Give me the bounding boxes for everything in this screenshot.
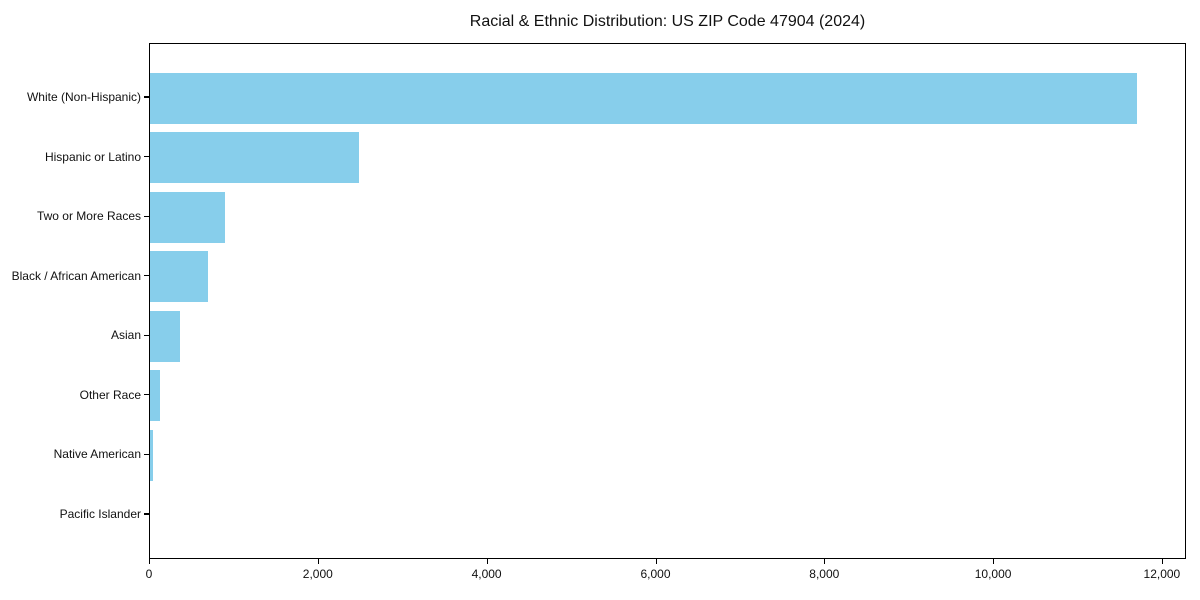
x-axis-tick-label: 2,000	[302, 567, 333, 581]
y-axis-tick	[144, 394, 149, 396]
x-axis-tick	[317, 559, 319, 564]
x-axis-tick	[824, 559, 826, 564]
y-axis-tick	[144, 215, 149, 217]
x-axis-tick	[655, 559, 657, 564]
x-axis-tick-label: 4,000	[471, 567, 502, 581]
x-axis-tick	[993, 559, 995, 564]
x-axis-tick	[486, 559, 488, 564]
x-axis-tick-label: 10,000	[974, 567, 1012, 581]
x-axis-tick-label: 6,000	[640, 567, 671, 581]
y-axis-tick	[144, 513, 149, 515]
y-axis-category-label: Asian	[110, 328, 141, 343]
y-axis-tick	[144, 96, 149, 98]
y-axis-category-label: Pacific Islander	[59, 506, 141, 521]
y-axis-category-label: Hispanic or Latino	[44, 149, 141, 164]
bar	[150, 310, 180, 362]
bar	[150, 370, 160, 422]
y-axis-category-label: White (Non-Hispanic)	[26, 90, 141, 104]
bar	[150, 132, 360, 184]
x-axis-tick	[1161, 559, 1164, 564]
chart-title: Racial & Ethnic Distribution: US ZIP Cod…	[469, 13, 866, 30]
plot-area	[149, 43, 1186, 559]
y-axis-tick	[144, 453, 149, 455]
y-axis-tick	[144, 334, 149, 336]
bar	[150, 251, 209, 303]
bar	[150, 191, 226, 243]
y-axis-category-label: Two or More Races	[36, 209, 141, 224]
y-axis-category-label: Black / African American	[11, 268, 141, 283]
bar	[150, 72, 1137, 124]
y-axis-tick	[144, 155, 149, 158]
x-axis-tick-label: 12,000	[1143, 567, 1181, 581]
y-axis-tick	[144, 275, 149, 277]
y-axis-category-label: Native American	[53, 447, 141, 462]
x-axis-tick	[149, 559, 151, 564]
x-axis-tick-label: 8,000	[809, 567, 840, 581]
y-axis-category-label: Other Race	[79, 387, 141, 402]
x-axis-tick-label: 0	[145, 567, 153, 581]
bar	[150, 429, 154, 481]
